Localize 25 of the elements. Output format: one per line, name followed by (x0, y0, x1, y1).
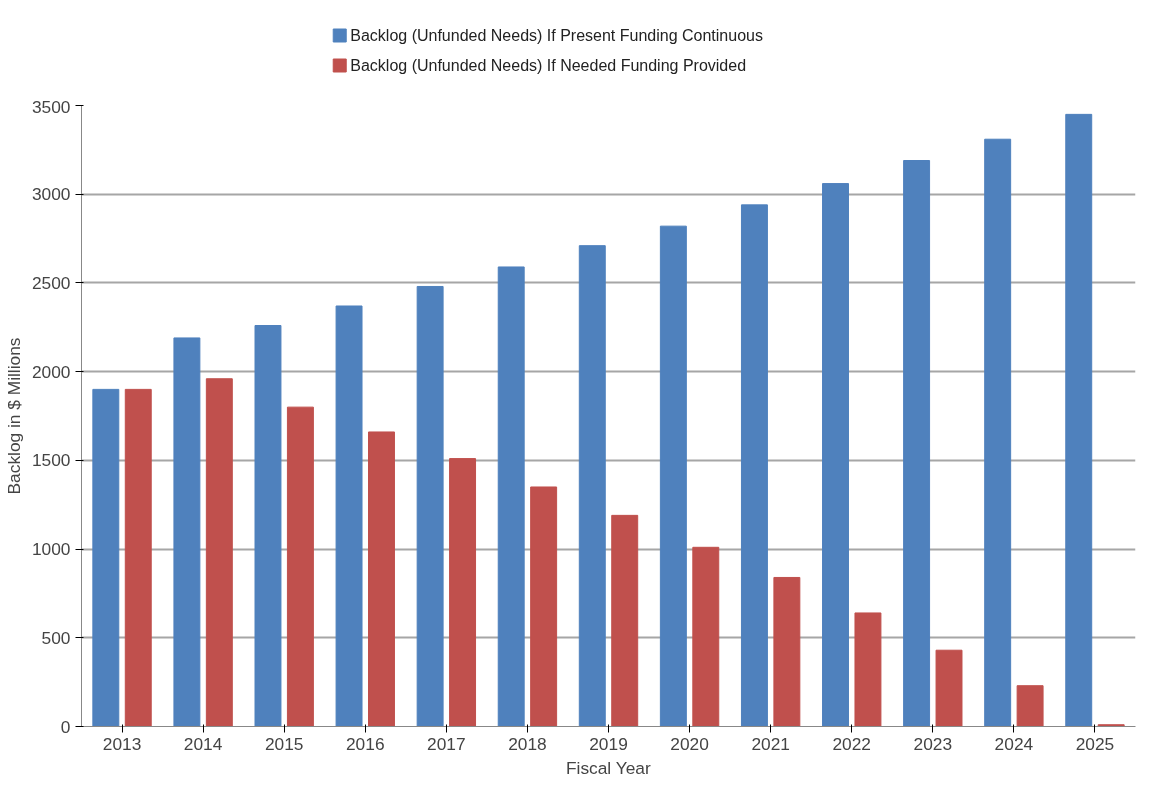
x-axis-title: Fiscal Year (565, 757, 651, 778)
legend-label: Backlog (Unfunded Needs) If Needed Funding Provided (350, 57, 747, 74)
x-tick-label: 2024 (994, 733, 1034, 754)
y-tick-label: 1500 (31, 450, 71, 471)
x-tick-label: 2022 (832, 733, 872, 754)
y-tick-label: 3000 (31, 184, 71, 205)
x-tick-label: 2015 (264, 733, 304, 754)
x-tick-label: 2023 (913, 733, 953, 754)
x-tick-label: 2019 (589, 733, 628, 754)
x-tick-label: 2013 (102, 733, 142, 754)
x-tick-label: 2020 (670, 733, 709, 754)
x-tick-label: 2017 (427, 733, 466, 754)
y-tick-label: 2000 (31, 361, 71, 382)
y-axis-title: Backlog in $ Millions (3, 337, 24, 495)
x-tick-label: 2016 (346, 733, 385, 754)
x-tick-label: 2021 (751, 733, 790, 754)
x-tick-label: 2014 (183, 733, 223, 754)
y-tick-label: 3500 (31, 96, 71, 117)
x-tick-label: 2018 (508, 733, 547, 754)
x-tick-label: 2025 (1075, 733, 1115, 754)
legend-label: Backlog (Unfunded Needs) If Present Funding Continuous (350, 27, 763, 44)
y-tick-label: 1000 (31, 539, 71, 560)
y-tick-label: 500 (41, 627, 71, 648)
y-tick-label: 0 (60, 716, 71, 737)
y-tick-label: 2500 (31, 272, 71, 293)
